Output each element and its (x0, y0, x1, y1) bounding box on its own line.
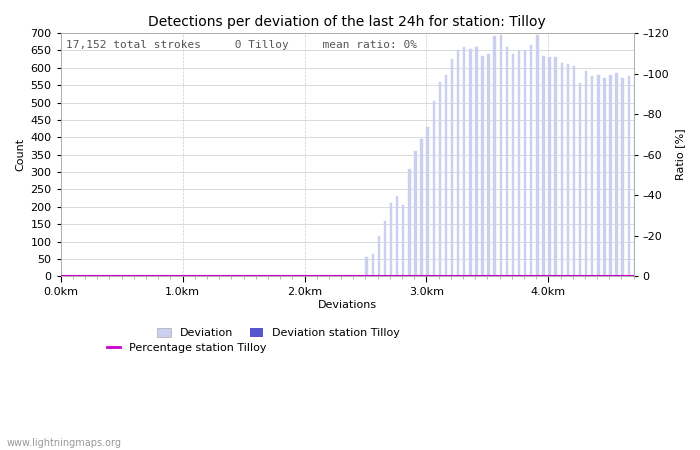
Bar (457, 50, 459, 276)
Bar (524, 50, 526, 276)
Bar (500, 35, 502, 276)
Bar (487, 54, 490, 276)
Bar (372, 254, 374, 276)
Bar (628, 76, 630, 276)
Bar (494, 36, 496, 276)
Bar (646, 75, 648, 276)
Bar (573, 66, 575, 276)
Bar (365, 257, 368, 276)
Bar (542, 55, 545, 276)
Bar (378, 236, 380, 276)
Bar (482, 55, 484, 276)
Bar (652, 76, 654, 276)
Bar (384, 221, 386, 276)
Bar (615, 73, 618, 276)
Bar (396, 196, 398, 276)
Bar (444, 75, 447, 276)
Bar (670, 76, 673, 276)
Bar (505, 47, 508, 276)
Bar (414, 151, 416, 276)
Bar (402, 205, 405, 276)
Bar (512, 54, 514, 276)
Legend: Percentage station Tilloy: Percentage station Tilloy (102, 338, 271, 357)
Bar (408, 169, 411, 276)
Bar (694, 75, 697, 276)
Bar (566, 64, 569, 276)
Bar (554, 57, 557, 276)
Bar (548, 57, 551, 276)
Bar (451, 59, 453, 276)
Bar (640, 75, 642, 276)
Text: www.lightningmaps.org: www.lightningmaps.org (7, 438, 122, 448)
Bar (561, 63, 563, 276)
Bar (585, 71, 587, 276)
Bar (463, 47, 466, 276)
Bar (469, 49, 472, 276)
Bar (603, 78, 606, 276)
Bar (420, 139, 423, 276)
Title: Detections per deviation of the last 24h for station: Tilloy: Detections per deviation of the last 24h… (148, 15, 546, 29)
Bar (676, 75, 679, 276)
Text: 17,152 total strokes     0 Tilloy     mean ratio: 0%: 17,152 total strokes 0 Tilloy mean ratio… (66, 40, 417, 50)
Bar (518, 50, 520, 276)
Bar (591, 76, 594, 276)
Bar (390, 203, 392, 276)
X-axis label: Deviations: Deviations (318, 300, 377, 310)
Bar (658, 75, 661, 276)
Bar (530, 45, 533, 276)
Bar (682, 75, 685, 276)
Bar (664, 75, 666, 276)
Bar (579, 83, 581, 276)
Bar (634, 75, 636, 276)
Y-axis label: Ratio [%]: Ratio [%] (675, 129, 685, 180)
Bar (597, 75, 599, 276)
Bar (536, 35, 538, 276)
Bar (609, 75, 612, 276)
Bar (426, 127, 429, 276)
Bar (689, 76, 691, 276)
Bar (475, 47, 477, 276)
Bar (433, 101, 435, 276)
Bar (439, 81, 441, 276)
Y-axis label: Count: Count (15, 138, 25, 171)
Bar (622, 78, 624, 276)
